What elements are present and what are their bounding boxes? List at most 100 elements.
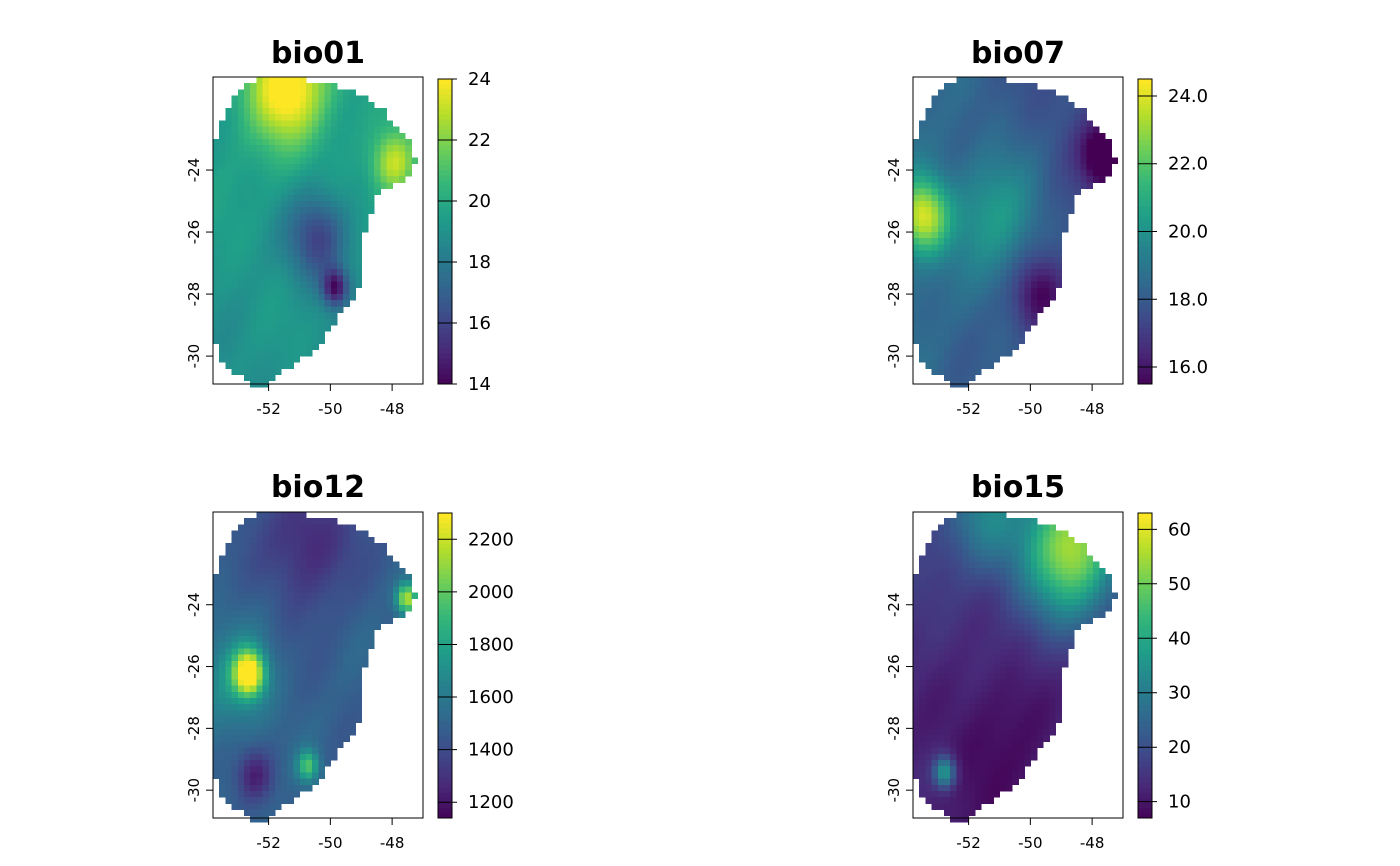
- raster-cell: [975, 232, 982, 239]
- raster-cell: [1037, 574, 1044, 581]
- raster-cell: [293, 343, 301, 351]
- raster-cell: [337, 543, 344, 550]
- raster-cell: [256, 574, 263, 581]
- raster-cell: [931, 368, 939, 375]
- x-tick-label: -52: [956, 400, 981, 418]
- raster-cell: [306, 238, 313, 245]
- raster-cell: [962, 337, 970, 344]
- raster-cell: [1043, 300, 1050, 307]
- raster-cell: [262, 580, 270, 587]
- raster-cell: [312, 263, 319, 270]
- raster-cell: [324, 306, 332, 313]
- raster-cell: [299, 349, 307, 357]
- raster-cell: [1012, 685, 1019, 693]
- raster-cell: [330, 312, 338, 320]
- raster-cell: [956, 83, 963, 90]
- raster-cell: [962, 89, 970, 96]
- raster-cell: [306, 617, 313, 624]
- raster-cell: [950, 95, 957, 103]
- raster-cell: [231, 263, 239, 270]
- raster-cell: [244, 766, 251, 773]
- raster-cell: [256, 592, 263, 600]
- raster-cell: [993, 784, 1001, 792]
- raster-cell: [950, 374, 957, 382]
- raster-cell: [962, 287, 970, 295]
- colorbar-segment: [1138, 619, 1152, 626]
- raster-cell: [993, 679, 1001, 686]
- raster-cell: [1043, 580, 1050, 587]
- raster-cell: [337, 194, 344, 202]
- colorbar-segment: [1138, 548, 1152, 555]
- raster-cell: [968, 306, 976, 313]
- colorbar-segment: [1138, 757, 1152, 763]
- raster-cell: [1099, 592, 1106, 600]
- raster-cell: [937, 580, 945, 587]
- raster-cell: [312, 636, 319, 643]
- raster-cell: [355, 108, 363, 115]
- raster-cell: [1012, 151, 1019, 158]
- raster-cell: [324, 710, 332, 717]
- raster-cell: [987, 163, 994, 171]
- raster-cell: [987, 574, 994, 581]
- raster-cell: [330, 256, 338, 264]
- raster-cell: [1049, 182, 1056, 189]
- raster-cell: [318, 729, 325, 736]
- colorbar-segment: [1138, 767, 1152, 773]
- raster-cell: [250, 598, 257, 606]
- raster-cell: [237, 561, 245, 569]
- raster-cell: [937, 331, 945, 338]
- raster-cell: [987, 747, 994, 755]
- raster-cell: [1012, 213, 1019, 220]
- colorbar-segment: [1138, 363, 1152, 370]
- raster-cell: [950, 549, 957, 556]
- raster-cell: [250, 108, 257, 115]
- raster-cell: [919, 157, 926, 165]
- raster-cell: [1037, 275, 1044, 282]
- raster-cell: [993, 543, 1001, 550]
- raster-cell: [913, 188, 920, 196]
- raster-cell: [293, 549, 301, 556]
- raster-cell: [975, 101, 982, 109]
- raster-cell: [219, 238, 226, 245]
- raster-cell: [343, 567, 350, 575]
- raster-cell: [386, 611, 394, 618]
- raster-cell: [219, 318, 226, 326]
- raster-cell: [962, 543, 970, 550]
- x-tick-label: -50: [1018, 834, 1043, 852]
- raster-cell: [1061, 580, 1069, 587]
- raster-cell: [281, 201, 288, 208]
- raster-cell: [337, 250, 344, 258]
- raster-cell: [1074, 188, 1081, 196]
- raster-cell: [213, 207, 220, 214]
- raster-cell: [962, 648, 970, 655]
- raster-cell: [944, 704, 951, 711]
- raster-cell: [1024, 182, 1032, 189]
- raster-cell: [956, 287, 963, 295]
- raster-cell: [981, 362, 988, 369]
- raster-cell: [219, 356, 226, 363]
- raster-cell: [975, 163, 982, 171]
- raster-cell: [1068, 182, 1075, 189]
- raster-cell: [343, 710, 350, 717]
- raster-cell: [1006, 89, 1013, 96]
- raster-cell: [330, 648, 338, 655]
- raster-cell: [225, 685, 232, 693]
- colorbar-segment: [438, 584, 452, 590]
- raster-cell: [987, 543, 994, 550]
- raster-cell: [368, 170, 375, 177]
- raster-cell: [287, 213, 294, 220]
- raster-cell: [337, 654, 344, 662]
- raster-cell: [1012, 747, 1019, 755]
- raster-cell: [268, 716, 276, 724]
- raster-cell: [937, 741, 945, 748]
- y-tick-label: -24: [185, 158, 203, 183]
- raster-cell: [956, 766, 963, 773]
- raster-cell: [1012, 188, 1019, 196]
- raster-cell: [262, 244, 270, 251]
- raster-cell: [1043, 108, 1050, 115]
- colorbar-segment: [1138, 140, 1152, 146]
- raster-cell: [219, 561, 226, 569]
- raster-cell: [299, 114, 307, 121]
- colorbar-segment: [1138, 165, 1152, 171]
